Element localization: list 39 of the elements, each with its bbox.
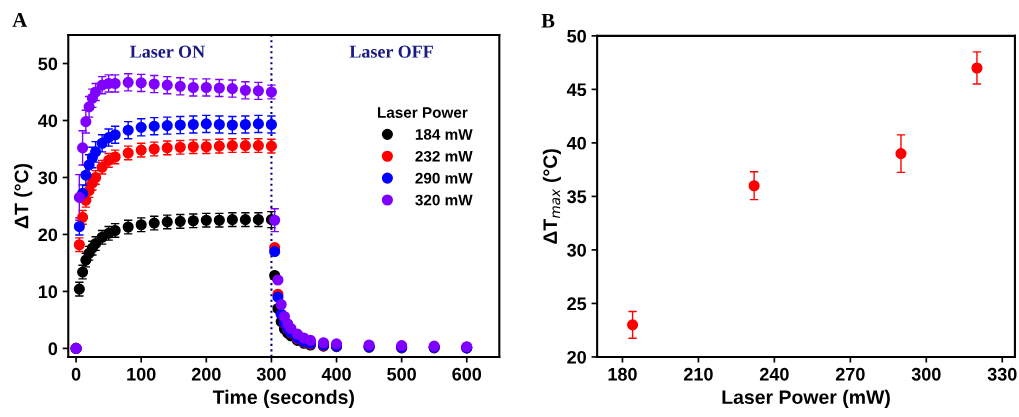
x-tick-label: 300 (256, 367, 286, 381)
x-tick-label: 100 (127, 367, 156, 381)
x-tick-label: 500 (387, 367, 416, 381)
y-tick-label: 35 (567, 190, 587, 204)
y-axis-title: ΔT (°C) (14, 163, 33, 229)
legend-label: 184 mW (415, 129, 473, 140)
x-tick-label: 180 (608, 367, 637, 381)
y-tick-label: 40 (566, 136, 586, 150)
x-axis-title: Laser Power (mW) (722, 389, 890, 408)
annotation: Laser OFF (349, 45, 433, 58)
y-tick-label: 40 (38, 114, 58, 128)
x-tick-label: 330 (987, 367, 1017, 381)
x-tick-label: 210 (683, 367, 713, 381)
x-tick-label: 400 (321, 367, 351, 381)
x-tick-label: 270 (835, 367, 865, 381)
x-tick-label: 200 (191, 367, 221, 381)
y-tick-label: 30 (567, 243, 586, 257)
legend-label: 320 mW (415, 194, 473, 206)
x-tick-label: 0 (71, 367, 81, 381)
y-axis-title: ΔT$_{max}$ (°C) (542, 149, 561, 244)
x-tick-label: 600 (452, 367, 482, 381)
legend-title: Laser Power (377, 107, 468, 118)
y-tick-label: 45 (566, 83, 587, 97)
y-tick-label: 50 (567, 29, 586, 43)
x-tick-label: 240 (759, 367, 789, 381)
y-tick-label: 50 (38, 57, 58, 71)
legend-label: 232 mW (415, 150, 473, 162)
legend-label: 290 mW (415, 172, 473, 184)
x-axis-title: Time (seconds) (212, 389, 354, 408)
y-tick-label: 30 (38, 171, 58, 185)
y-tick-label: 10 (38, 285, 58, 299)
y-tick-label: 20 (38, 228, 58, 242)
x-tick-label: 300 (911, 367, 941, 381)
chart-title: B (541, 13, 555, 28)
y-tick-label: 0 (48, 342, 58, 356)
chart-title: A (12, 12, 28, 27)
y-tick-label: 25 (567, 297, 587, 311)
y-tick-label: 20 (567, 350, 586, 364)
annotation: Laser ON (130, 45, 205, 58)
